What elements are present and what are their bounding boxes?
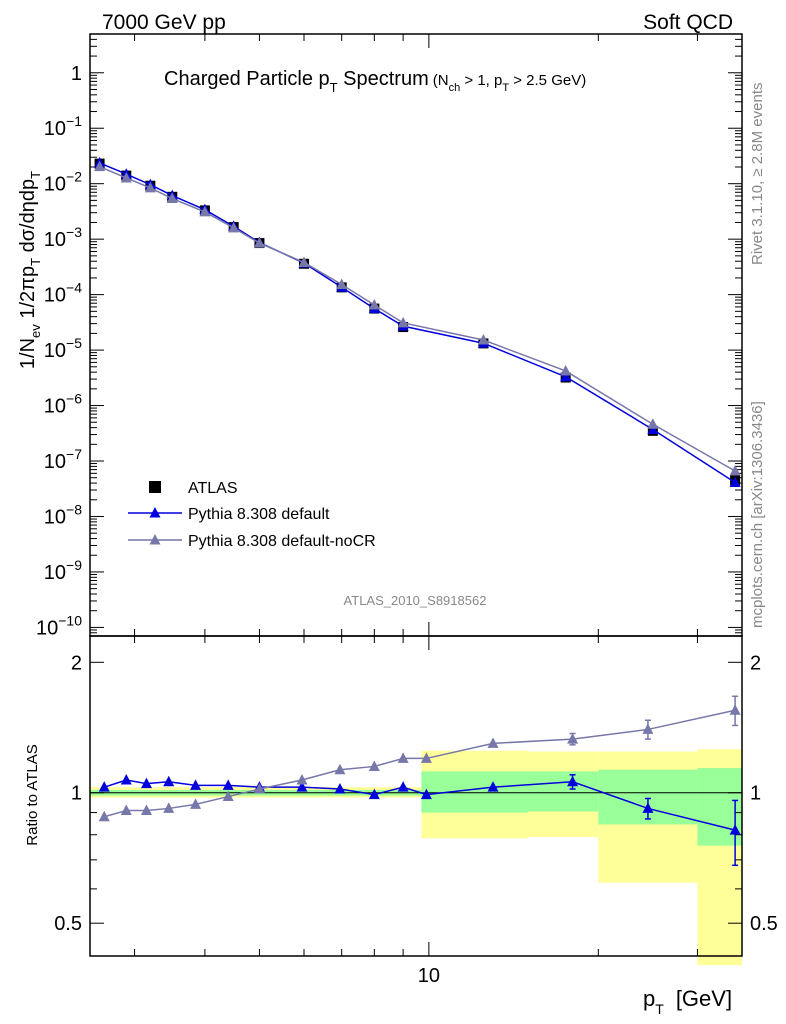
ratio-data-point-0 <box>98 781 110 792</box>
ratio-data-point-0 <box>368 788 380 800</box>
mc-data-point-2 <box>120 171 132 183</box>
mcplots-label: mcplots.cern.ch [arXiv:1306.3436] <box>749 401 766 628</box>
stat-uncertainty-band <box>527 771 599 812</box>
mc-data-point-1 <box>560 370 572 382</box>
mc-data-point-1 <box>729 476 741 487</box>
legend-marker <box>149 534 161 545</box>
main-y-tick-label: 10−2 <box>44 169 82 196</box>
ratio-data-point-0 <box>420 788 432 800</box>
mc-data-point-2 <box>144 181 156 193</box>
ratio-data-point-0 <box>397 781 409 792</box>
mc-data-point-2 <box>368 299 380 310</box>
ratio-data-point-0 <box>296 781 308 792</box>
mc-data-point-2 <box>647 418 659 429</box>
ratio-data-point-0 <box>729 824 741 835</box>
ratio-data-point-0 <box>120 774 132 785</box>
ratio-data-point-1 <box>296 774 308 785</box>
ratio-data-point-1 <box>98 810 110 822</box>
ratio-panel: 0.5 0.5 1 1 2 2 10 Ratio to ATLAS pT [GeV] <box>24 635 778 1017</box>
ratio-y-axis-label: Ratio to ATLAS <box>24 744 41 845</box>
main-y-tick-label: 10−6 <box>44 391 82 418</box>
stat-uncertainty-band <box>421 771 528 813</box>
ratio-data-point-1 <box>368 760 380 771</box>
ratio-data-point-1 <box>222 790 234 802</box>
main-series-line-1 <box>99 162 736 484</box>
mc-data-point-2 <box>477 334 489 345</box>
ratio-data-point-1 <box>642 723 654 734</box>
mc-data-point-2 <box>729 465 741 476</box>
ratio-series-line-1 <box>104 709 736 818</box>
ratio-data-point-1 <box>397 752 409 763</box>
mc-data-point-2 <box>166 192 178 204</box>
ratio-y-tick-label-right: 2 <box>750 652 761 674</box>
ratio-data-point-1 <box>420 752 432 763</box>
legend-marker <box>149 507 161 518</box>
plot-title: Charged Particle pT Spectrum (Nch > 1, pT… <box>164 68 586 95</box>
main-y-tick-label: 10−3 <box>44 224 82 251</box>
main-y-tick-label: 10−10 <box>36 612 82 639</box>
ratio-data-point-0 <box>334 783 346 794</box>
legend: ATLAS Pythia 8.308 default Pythia 8.308 de… <box>128 480 376 550</box>
main-y-tick-label: 10−5 <box>44 335 82 362</box>
legend-label: ATLAS <box>188 480 238 497</box>
mc-data-point-2 <box>94 160 106 172</box>
y-axis-label: 1/Nev 1/2πpT dσ/dηdpT <box>17 171 43 369</box>
legend-label: Pythia 8.308 default-noCR <box>188 533 376 550</box>
analysis-id: ATLAS_2010_S8918562 <box>344 593 487 608</box>
ratio-data-point-1 <box>334 763 346 775</box>
ratio-y-tick-label-left: 0.5 <box>54 913 82 935</box>
x-tick-label: 10 <box>418 965 440 987</box>
mc-data-point-2 <box>397 316 409 328</box>
mc-data-point-2 <box>199 205 211 217</box>
rivet-label: Rivet 3.1.10, ≥ 2.8M events <box>749 83 766 266</box>
ratio-y-tick-label-left: 2 <box>71 652 82 674</box>
main-panel: Charged Particle pT Spectrum (Nch > 1, pT… <box>17 33 743 639</box>
main-series-line-2 <box>99 165 736 472</box>
main-y-tick-label: 10−8 <box>44 501 82 528</box>
ratio-data-point-0 <box>222 779 234 790</box>
x-axis-label: pT [GeV] <box>643 986 732 1017</box>
ratio-data-point-1 <box>487 737 499 748</box>
ratio-y-tick-label-left: 1 <box>71 783 82 805</box>
ratio-data-point-1 <box>190 798 202 809</box>
ratio-y-tick-label-right: 1 <box>750 783 761 805</box>
main-y-tick-label: 10−1 <box>44 113 82 140</box>
ratio-data-point-0 <box>140 777 152 789</box>
ratio-data-point-0 <box>190 779 202 790</box>
mc-data-point-2 <box>336 278 348 290</box>
main-y-tick-label: 1 <box>71 63 82 85</box>
main-y-tick-label: 10−7 <box>44 446 82 473</box>
ratio-data-point-1 <box>729 704 741 715</box>
mc-data-point-2 <box>253 237 265 248</box>
ratio-data-point-0 <box>567 775 579 787</box>
ratio-data-point-0 <box>163 775 175 787</box>
ratio-y-tick-label-right: 0.5 <box>750 913 778 935</box>
energy-label: 7000 GeV pp <box>102 11 226 34</box>
category-label: Soft QCD <box>643 11 733 34</box>
mc-data-point-2 <box>228 221 240 233</box>
ratio-data-point-1 <box>120 804 132 815</box>
ratio-frame <box>89 635 743 957</box>
main-y-tick-label: 10−4 <box>44 280 82 307</box>
ratio-data-point-1 <box>567 733 579 744</box>
ratio-data-point-0 <box>642 802 654 813</box>
ratio-data-point-1 <box>163 802 175 813</box>
ratio-data-point-1 <box>140 804 152 815</box>
ratio-series-line-0 <box>104 779 736 831</box>
ratio-data-point-0 <box>487 781 499 792</box>
main-y-tick-label: 10−9 <box>44 557 82 584</box>
legend-marker-atlas <box>149 481 161 493</box>
mc-data-point-2 <box>560 364 572 376</box>
legend-label: Pythia 8.308 default <box>188 506 330 523</box>
mc-data-point-2 <box>298 256 310 267</box>
ratio-data-point-1 <box>253 783 265 794</box>
